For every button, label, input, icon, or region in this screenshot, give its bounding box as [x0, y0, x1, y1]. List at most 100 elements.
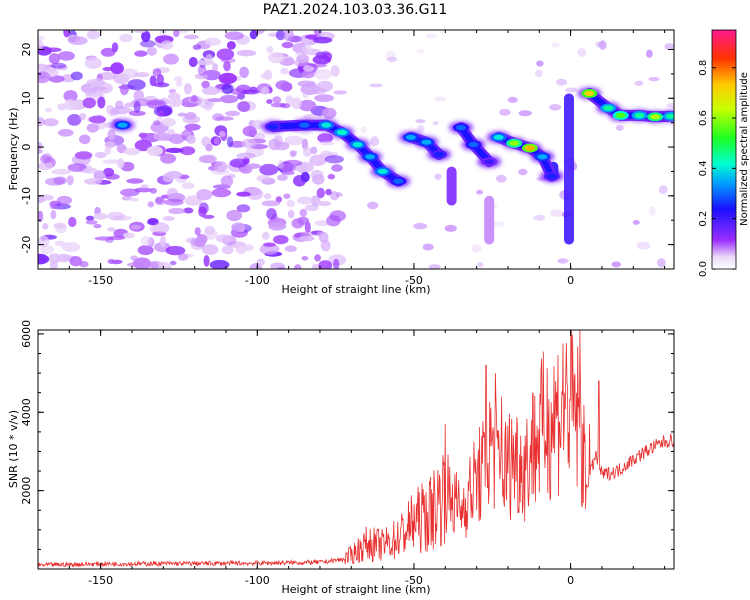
noise-blob [201, 244, 219, 255]
noise-blob [226, 136, 234, 148]
noise-blob [434, 96, 447, 102]
noise-blob [152, 222, 169, 234]
noise-blob [84, 178, 103, 185]
noise-blob [648, 77, 660, 82]
noise-blob [335, 192, 343, 197]
noise-blob [261, 231, 270, 240]
noise-blob [295, 50, 307, 57]
noise-blob [239, 66, 250, 79]
x-tick-label: -100 [245, 274, 270, 287]
noise-blob [280, 67, 289, 75]
noise-blob [298, 99, 317, 112]
noise-blob [259, 243, 280, 255]
noise-blob [329, 210, 347, 222]
noise-blob [138, 132, 148, 138]
noise-blob [321, 107, 337, 119]
noise-blob [266, 99, 273, 104]
noise-blob [104, 173, 120, 180]
noise-blob [149, 187, 157, 194]
noise-blob [273, 235, 289, 245]
noise-blob [164, 198, 184, 206]
noise-blob [422, 243, 434, 251]
noise-blob [549, 104, 562, 111]
noise-blob [162, 216, 175, 221]
noise-blob [304, 204, 319, 212]
y-tick-label: 2000 [20, 477, 33, 505]
x-tick-label: 0 [567, 274, 574, 287]
noise-blob [38, 235, 50, 248]
noise-blob [94, 151, 107, 159]
ridge-peak [634, 112, 645, 118]
noise-blob [102, 66, 113, 72]
noise-blob [557, 258, 569, 264]
colorbar-tick-label: 0.6 [698, 110, 709, 126]
noise-blob [153, 82, 170, 88]
noise-blob [319, 141, 335, 146]
noise-blob [38, 71, 51, 84]
figure-title: PAZ1.2024.103.03.36.G11 [263, 2, 448, 18]
ridge-streak [484, 195, 495, 245]
noise-blob [188, 56, 198, 68]
noise-blob [496, 174, 507, 183]
noise-blob [119, 83, 129, 96]
noise-blob [202, 214, 215, 219]
noise-blob [268, 138, 281, 151]
ridge-peak [393, 178, 404, 184]
noise-blob [130, 224, 141, 230]
noise-blob [70, 71, 83, 81]
snr-series-line [38, 330, 674, 568]
noise-blob [229, 158, 247, 168]
noise-blob [93, 170, 106, 180]
noise-blob [657, 258, 666, 268]
noise-blob [261, 200, 281, 207]
noise-blob [93, 212, 108, 220]
snr-xlabel: Height of straight line (km) [281, 583, 430, 596]
noise-blob [116, 158, 125, 169]
noise-blob [205, 53, 213, 65]
noise-blob [168, 133, 185, 144]
noise-blob [634, 80, 644, 87]
noise-blob [173, 30, 180, 38]
noise-blob [213, 137, 220, 145]
noise-blob [146, 220, 159, 226]
noise-blob [287, 209, 295, 219]
noise-blob [38, 149, 43, 154]
noise-blob [85, 220, 98, 225]
noise-blob [157, 110, 164, 117]
noise-blob [272, 96, 282, 104]
noise-blob [198, 202, 209, 214]
y-tick-label: -20 [20, 236, 33, 254]
noise-blob [54, 240, 66, 247]
noise-blob [159, 235, 166, 248]
noise-blob [664, 43, 674, 50]
noise-blob [79, 134, 91, 145]
noise-blob [38, 161, 53, 171]
noise-blob [42, 223, 49, 230]
noise-blob [38, 39, 44, 51]
noise-blob [129, 197, 139, 202]
noise-blob [256, 258, 265, 266]
spectrogram-ylabel: Frequency (Hz) [7, 108, 20, 191]
y-tick-label: 20 [20, 43, 33, 57]
noise-blob [109, 108, 120, 116]
noise-blob [89, 115, 107, 124]
noise-blob [63, 30, 70, 38]
noise-blob [318, 260, 333, 269]
noise-blob [165, 147, 184, 153]
noise-blob [38, 142, 43, 150]
noise-blob [152, 68, 162, 77]
x-tick-label: -150 [88, 274, 113, 287]
noise-blob [172, 98, 183, 107]
noise-blob [155, 196, 164, 204]
noise-blob [67, 36, 88, 45]
noise-blob [197, 64, 207, 76]
noise-blob [416, 48, 425, 54]
noise-blob [196, 189, 213, 201]
noise-blob [325, 188, 332, 196]
noise-blob [165, 170, 183, 179]
noise-blob [658, 185, 668, 195]
noise-blob [122, 232, 135, 239]
colorbar-tick-label: 0.4 [698, 160, 709, 176]
noise-blob [133, 101, 141, 113]
ridge-peak [615, 112, 626, 118]
